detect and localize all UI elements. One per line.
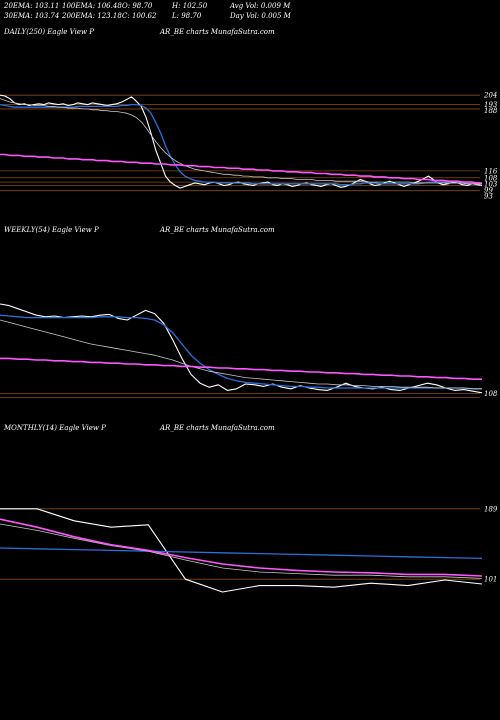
daily-tick-label-6: 99 [484,186,493,194]
daily-series-ema_mid [0,98,482,185]
header-low: L: 98.70 [172,12,202,20]
weekly-series-ema_slow [0,357,482,381]
weekly-tick-label-0: 108 [484,390,498,398]
monthly-series-price [0,508,483,593]
daily-tick-label-2: 188 [484,107,498,115]
header-ema20: 20EMA: 103.11 [4,2,60,10]
daily-series-ema_fast [0,103,482,186]
header-high: H: 102.50 [172,2,208,10]
daily-tick-label-4: 108 [484,174,498,182]
daily-series-ema_slow [0,153,482,184]
monthly-tick-label-0: 189 [484,505,498,513]
header-avgvol: Avg Vol: 0.009 M [230,2,291,10]
monthly-panel: 189 101 [0,505,498,593]
daily-panel-label-right: AR_BE charts MunafaSutra.com [160,28,275,36]
daily-tick-label-7: 93 [484,192,493,200]
daily-tick-label-1: 193 [484,101,498,109]
monthly-tick-label-1: 101 [484,576,497,584]
daily-tick-label-5: 103 [484,180,498,188]
weekly-series-price [0,303,483,394]
header-dayvol: Day Vol: 0.005 M [230,12,291,20]
header-ema100: 100EMA: 106.48 [62,2,122,10]
weekly-series-ema_fast [0,314,482,390]
header-ema30: 30EMA: 103.74 [4,12,60,20]
header-open: O: 98.70 [122,2,153,10]
monthly-series-ema_mid [0,523,483,579]
monthly-panel-label-right: AR_BE charts MunafaSutra.com [160,424,275,432]
weekly-panel-label-left: WEEKLY(54) Eagle View P [4,226,99,234]
header-ema200: 200EMA: 123.18 [62,12,122,20]
daily-tick-label-3: 116 [484,167,498,175]
daily-tick-label-0: 204 [483,92,497,100]
weekly-panel-label-right: AR_BE charts MunafaSutra.com [160,226,275,234]
weekly-series-ema_mid [0,319,482,390]
weekly-panel: 108 [0,303,498,398]
monthly-panel-label-left: MONTHLY(14) Eagle View P [4,424,106,432]
daily-panel-label-left: DAILY(250) Eagle View P [4,28,94,36]
header-close: C: 100.62 [122,12,157,20]
monthly-series-ema_slow [0,518,483,577]
monthly-series-ema_fast [0,547,483,560]
